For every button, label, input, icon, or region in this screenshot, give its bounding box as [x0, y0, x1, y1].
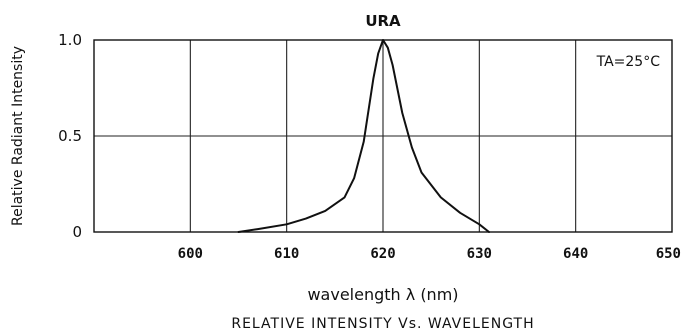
x-tick-label-620: 620 [370, 246, 395, 262]
grid-layer [94, 40, 672, 232]
x-tick-label-650: 650 [656, 246, 681, 262]
temperature-annotation: TA=25°C [596, 54, 661, 70]
x-tick-label-600: 600 [178, 246, 203, 262]
y-tick-label-0: 0 [72, 223, 82, 241]
x-tick-label-640: 640 [563, 246, 588, 262]
y-tick-label-1: 0.5 [58, 127, 82, 145]
x-tick-label-630: 630 [467, 246, 492, 262]
y-tick-label-2: 1.0 [58, 31, 82, 49]
tick-labels: 600 610 620 630 640 650 0 0.5 1.0 [58, 31, 681, 262]
series-label-ura: URA [365, 12, 401, 30]
y-axis-label: Relative Radiant Intensity [10, 46, 26, 226]
chart-title: RELATIVE INTENSITY Vs. WAVELENGTH [231, 316, 534, 332]
x-tick-label-610: 610 [274, 246, 299, 262]
series-line-ura [237, 39, 490, 233]
x-axis-label: wavelength λ (nm) [307, 285, 458, 304]
